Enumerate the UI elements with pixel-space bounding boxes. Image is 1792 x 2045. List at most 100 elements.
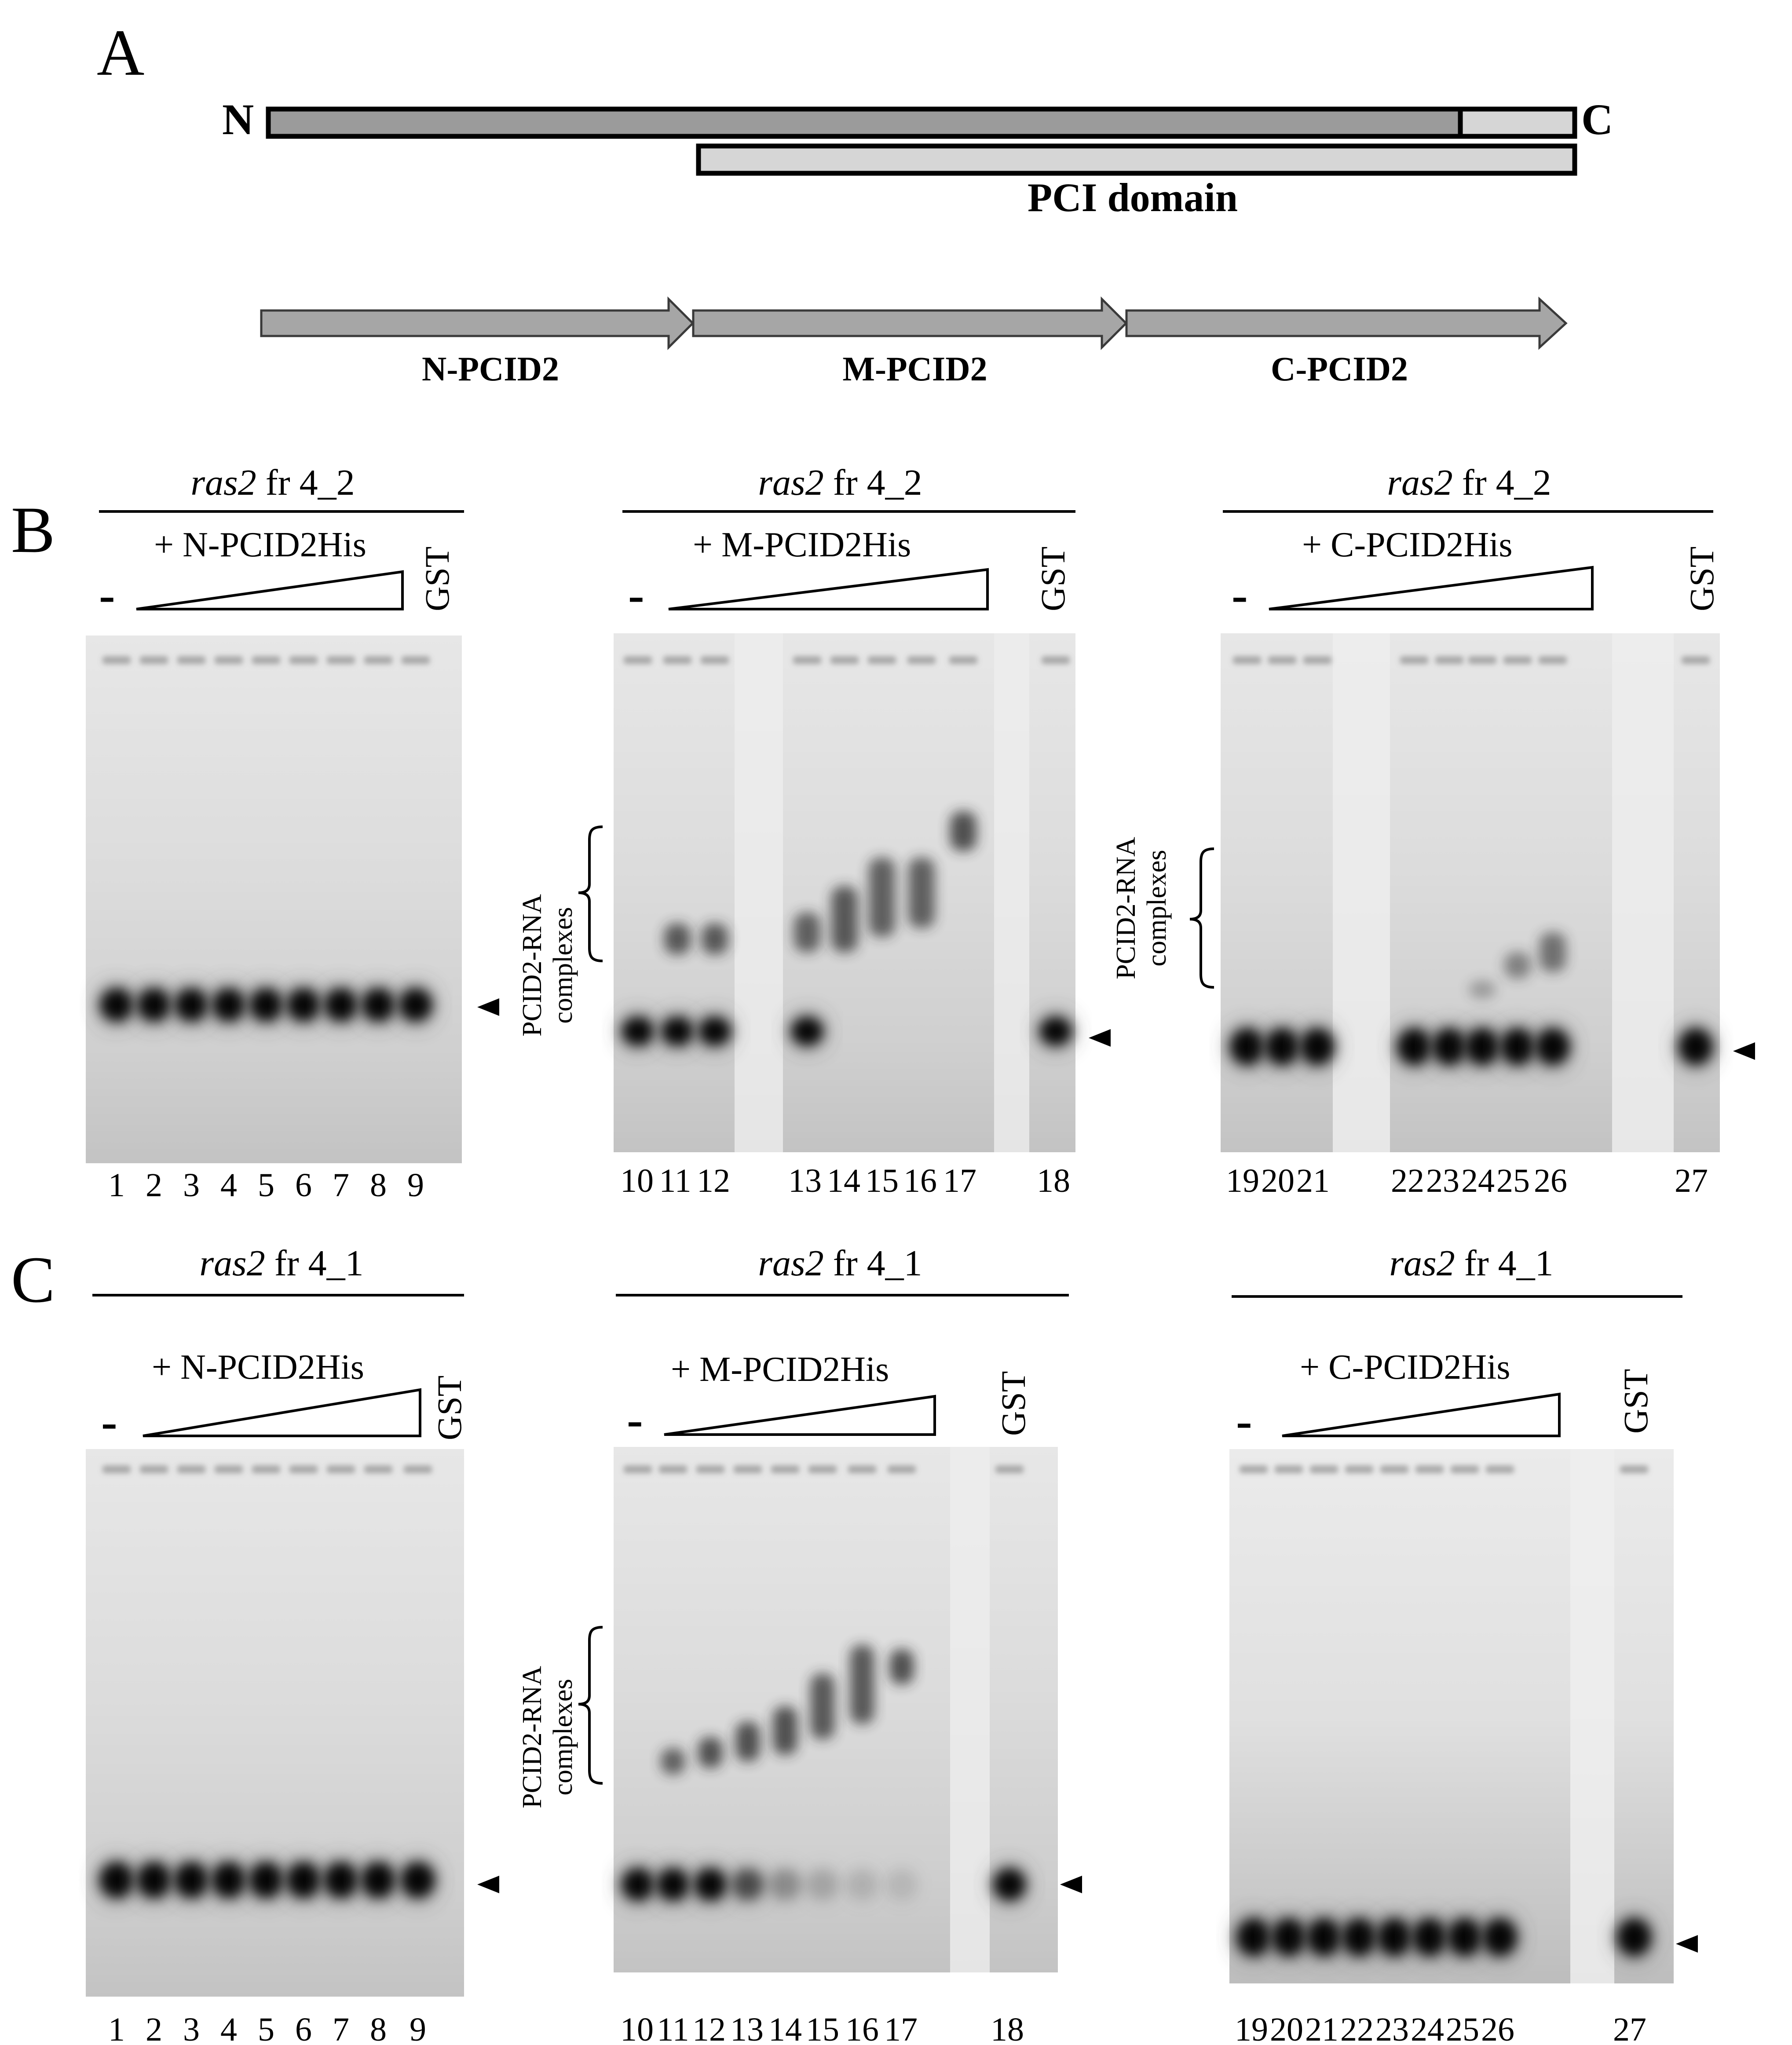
rna-fragment: fr 4_1 [824,1243,922,1284]
gel-well [177,1465,205,1473]
rna-title: ras2 fr 4_2 [190,462,355,503]
complex-bracket [578,825,603,962]
free-rna-band [1501,1029,1534,1064]
gel-gap [1612,633,1674,1152]
complex-band [773,1706,797,1755]
free-rna-band [1433,1029,1466,1064]
gel-well [289,1465,318,1473]
free-rna-band [1231,1029,1263,1064]
lane-numbers: 10 11 12 13 14 15 16 17 18 [620,1162,1070,1199]
gel-wells [1240,1465,1648,1473]
rna-name: ras2 [190,462,256,503]
free-rna-band [695,1869,726,1900]
fragment-arrow-c [1125,296,1568,350]
lane-number: 8 [370,2011,387,2045]
free-rna-band [175,1863,208,1897]
gel-image [86,1449,464,1997]
protein-label: + N-PCID2His [152,1348,364,1387]
gel-wells [102,656,430,664]
gel-well [701,656,729,664]
free-rna-band [622,1869,653,1900]
lane-number: 13 [788,1162,822,1199]
gel-well [868,656,896,664]
gel-well [404,1465,432,1473]
rna-title: ras2 fr 4_1 [758,1243,922,1284]
gel-well [624,656,652,664]
protein-label: + M-PCID2His [693,526,911,564]
free-rna-arrowhead [1733,1042,1755,1060]
minus-label: - [627,1393,643,1446]
complex-bands [661,1645,914,1775]
free-rna-arrowhead [1676,1935,1698,1953]
complex-band [869,858,895,937]
free-rna-band [886,1869,917,1900]
gel-well [364,656,392,664]
free-rna-band [250,1863,282,1897]
free-rna-band [400,989,432,1021]
minus-label: - [628,568,644,622]
gel-well [327,1465,355,1473]
lane-number: 16 [845,2011,879,2045]
complex-label-line-1: PCID2-RNA [517,1666,547,1808]
lane-numbers: 19 20 21 22 23 24 25 26 27 [1235,2011,1646,2045]
rna-name: ras2 [1389,1243,1455,1284]
lane-number: 19 [1235,2011,1268,2045]
lane-number: 3 [183,2011,200,2045]
gel-well [177,656,205,664]
free-rna-band [213,989,245,1021]
lane-number: 17 [884,2011,918,2045]
gel-well [808,1465,837,1473]
protein-bar [266,106,1463,139]
free-rna-arrowhead [477,998,499,1016]
free-rna-band [732,1869,763,1900]
gel-well [215,656,243,664]
lane-number: 12 [697,1162,730,1199]
gel-well [1268,656,1296,664]
concentration-wedge [664,1395,936,1436]
gel-well [1620,1465,1648,1473]
gel-well [1539,656,1567,664]
lane-number: 10 [620,2011,654,2045]
gel-well [1240,1465,1268,1473]
n-terminus-label: N [222,95,254,144]
gel-well [289,656,318,664]
minus-label: - [1236,1394,1252,1448]
complex-label-line-1: PCID2-RNA [1111,837,1141,979]
lane-number: 9 [410,2011,426,2045]
rna-name: ras2 [758,462,823,503]
gel-well [215,1465,243,1473]
lane-number: 5 [258,2011,274,2045]
free-rna-band [362,989,394,1021]
lane-number: 7 [333,1167,349,1204]
gel-well [140,1465,168,1473]
complex-band [794,913,820,952]
lane-number: 5 [258,1167,274,1204]
rna-name: ras2 [199,1243,265,1284]
gel-well [1310,1465,1338,1473]
rna-name: ras2 [758,1243,823,1284]
lane-number: 14 [768,2011,802,2045]
lane-number: 20 [1270,2011,1303,2045]
lane-number: 22 [1391,1162,1424,1199]
gel-well [1303,656,1331,664]
gel-well [888,1465,916,1473]
lane-number: 21 [1296,1162,1330,1199]
concentration-wedge [143,1388,421,1437]
free-rna-band [212,1863,245,1897]
panel-a-letter: A [97,16,144,89]
lane-number: 9 [407,1167,424,1204]
concentration-wedge [1269,566,1594,610]
lane-number: 24 [1461,1162,1495,1199]
concentration-wedge [668,568,989,610]
lane-number: 6 [295,2011,312,2045]
lane-number: 1 [108,2011,125,2045]
gel-well [793,656,821,664]
gel-well [1468,656,1496,664]
gst-label: GST [994,1371,1032,1436]
complex-label-line-2: complexes [548,1679,578,1795]
free-rna-band [287,1863,320,1897]
free-rna-band [100,1863,133,1897]
complex-label-line-2: complexes [1142,850,1172,966]
